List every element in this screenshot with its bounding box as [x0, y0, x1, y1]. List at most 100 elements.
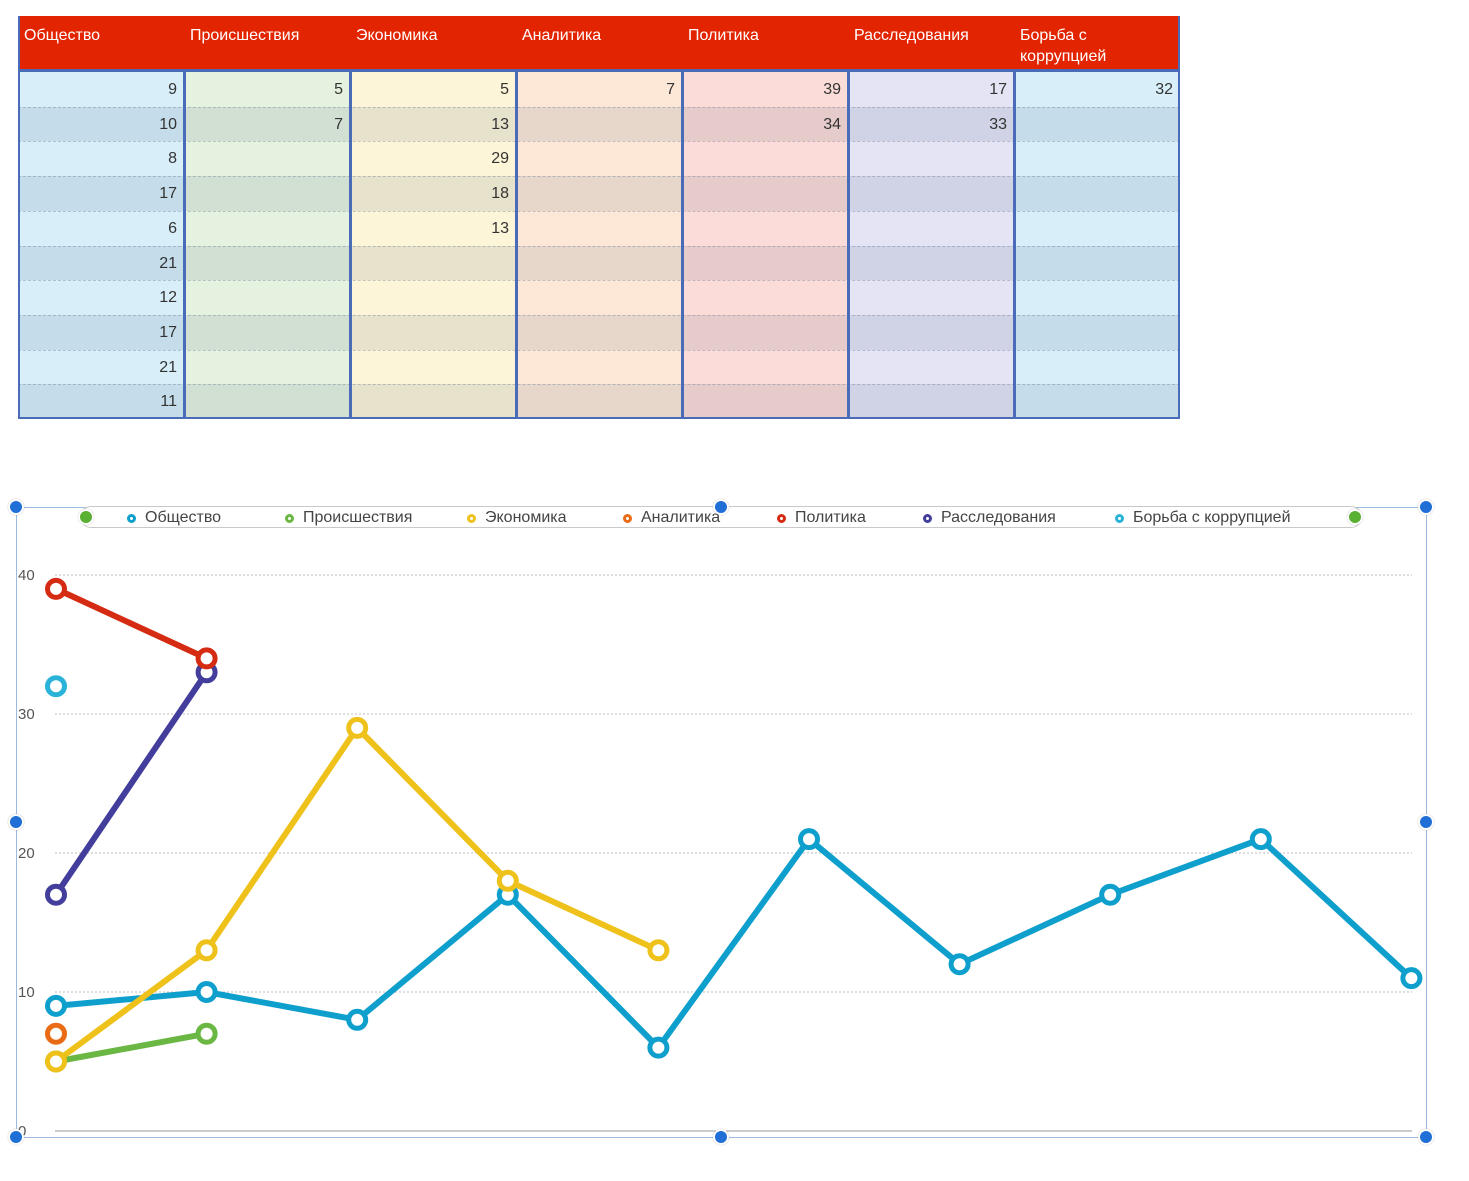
- legend-item[interactable]: Расследования: [923, 507, 1056, 529]
- table-cell[interactable]: 7: [666, 81, 675, 98]
- table-cell[interactable]: 21: [159, 254, 177, 272]
- data-point[interactable]: [346, 716, 369, 739]
- legend-marker-icon: [623, 514, 632, 523]
- legend-label: Борьба с коррупцией: [1133, 509, 1291, 526]
- data-point[interactable]: [45, 883, 67, 906]
- table-column: [682, 72, 848, 419]
- data-point[interactable]: [1249, 828, 1272, 851]
- resize-handle-top-left[interactable]: [8, 499, 24, 515]
- resize-handle-bottom-center[interactable]: [713, 1129, 729, 1145]
- table-cell[interactable]: 39: [823, 81, 841, 98]
- legend-item[interactable]: Происшествия: [285, 507, 412, 529]
- table-cell[interactable]: 34: [823, 115, 841, 133]
- column-divider: [183, 72, 186, 419]
- table-column: [350, 72, 516, 419]
- legend-resize-handle-right[interactable]: [1347, 509, 1363, 525]
- table-cell[interactable]: 11: [160, 393, 177, 411]
- table-column: [184, 72, 350, 419]
- data-point[interactable]: [45, 1050, 67, 1073]
- table-cell[interactable]: 17: [159, 323, 177, 341]
- legend-item[interactable]: Политика: [777, 507, 866, 529]
- y-tick-label: 30: [18, 706, 35, 723]
- resize-handle-middle-right[interactable]: [1418, 814, 1434, 830]
- table-cell[interactable]: 32: [1155, 81, 1173, 98]
- table-cell[interactable]: 9: [168, 81, 177, 98]
- data-point[interactable]: [195, 1022, 218, 1045]
- legend-label: Экономика: [485, 509, 567, 526]
- table-cell[interactable]: 17: [989, 81, 1007, 98]
- table-cell[interactable]: 5: [334, 81, 343, 98]
- table-cell[interactable]: 33: [989, 115, 1007, 133]
- y-tick-label: 20: [18, 845, 35, 862]
- data-point[interactable]: [346, 1008, 369, 1031]
- data-point[interactable]: [195, 647, 218, 670]
- table-cell[interactable]: 21: [159, 358, 177, 376]
- data-point[interactable]: [45, 577, 67, 600]
- data-point[interactable]: [1099, 883, 1122, 906]
- table-column: [848, 72, 1014, 419]
- data-point[interactable]: [195, 939, 218, 962]
- table-cell[interactable]: 7: [334, 115, 343, 133]
- series-line[interactable]: [53, 836, 1415, 1051]
- header-divider: [18, 69, 1180, 72]
- resize-handle-bottom-right[interactable]: [1418, 1129, 1434, 1145]
- column-divider: [515, 72, 518, 419]
- table-cell[interactable]: 6: [168, 219, 177, 237]
- column-header[interactable]: Общество: [24, 27, 101, 44]
- column-header[interactable]: Политика: [688, 27, 759, 44]
- table-cell[interactable]: 17: [159, 185, 177, 203]
- data-point[interactable]: [647, 939, 670, 962]
- table-cell[interactable]: 8: [168, 150, 177, 168]
- data-point[interactable]: [1400, 967, 1423, 990]
- data-point[interactable]: [496, 869, 519, 892]
- legend-label: Расследования: [941, 509, 1056, 526]
- series-line[interactable]: [53, 585, 210, 662]
- data-point[interactable]: [948, 953, 971, 976]
- legend-label: Происшествия: [303, 509, 413, 526]
- legend-marker-icon: [467, 514, 476, 523]
- data-point[interactable]: [647, 1036, 670, 1059]
- column-header[interactable]: Экономика: [356, 27, 438, 44]
- column-divider: [681, 72, 684, 419]
- legend-resize-handle-left[interactable]: [78, 509, 94, 525]
- data-point[interactable]: [45, 994, 67, 1017]
- column-divider: [847, 72, 850, 419]
- table-cell[interactable]: 18: [491, 185, 509, 203]
- legend-marker-icon: [777, 514, 786, 523]
- column-header[interactable]: Аналитика: [522, 27, 602, 44]
- series-line[interactable]: [53, 669, 210, 898]
- legend-item[interactable]: Борьба с коррупцией: [1115, 507, 1291, 529]
- data-point[interactable]: [798, 828, 820, 851]
- data-point[interactable]: [195, 981, 218, 1003]
- column-header[interactable]: Расследования: [854, 27, 969, 44]
- table-column: [1014, 72, 1180, 419]
- resize-handle-top-right[interactable]: [1418, 499, 1434, 515]
- series-line[interactable]: [53, 1030, 210, 1065]
- table-cell[interactable]: 13: [491, 219, 509, 237]
- table-cell[interactable]: 13: [491, 115, 509, 133]
- legend-item[interactable]: Аналитика: [623, 507, 720, 529]
- column-header[interactable]: Борьба с коррупцией: [1020, 27, 1107, 65]
- legend-label: Аналитика: [641, 509, 721, 526]
- legend-marker-icon: [923, 514, 932, 523]
- table-cell[interactable]: 12: [159, 289, 177, 307]
- y-tick-label: 10: [18, 984, 35, 1001]
- resize-handle-middle-left[interactable]: [8, 814, 24, 830]
- legend-item[interactable]: Экономика: [467, 507, 567, 529]
- legend-item[interactable]: Общество: [127, 507, 221, 529]
- table-cell[interactable]: 10: [159, 115, 177, 133]
- legend-marker-icon: [285, 514, 294, 523]
- legend-marker-icon: [1115, 514, 1124, 523]
- data-point[interactable]: [45, 675, 67, 698]
- table-cell[interactable]: 5: [500, 81, 509, 98]
- table-column: [516, 72, 682, 419]
- resize-handle-bottom-left[interactable]: [8, 1129, 24, 1145]
- column-header[interactable]: Происшествия: [190, 27, 300, 44]
- data-point[interactable]: [45, 1022, 67, 1045]
- resize-handle-top-center[interactable]: [713, 499, 729, 515]
- legend-label: Общество: [145, 509, 222, 526]
- column-divider: [349, 72, 352, 419]
- column-divider: [1013, 72, 1016, 419]
- table-cell[interactable]: 29: [491, 150, 509, 168]
